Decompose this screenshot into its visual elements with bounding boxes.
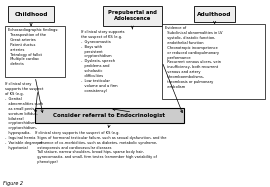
- Text: Echocardiographic findings:
  Transposition of the
  Great arteries
  Patent duc: Echocardiographic findings: Transpositio…: [8, 28, 59, 66]
- FancyBboxPatch shape: [35, 108, 184, 123]
- Text: Consider referral to Endocrinologist: Consider referral to Endocrinologist: [53, 114, 165, 118]
- Text: Prepubertal and
Adolescence: Prepubertal and Adolescence: [108, 10, 157, 21]
- FancyBboxPatch shape: [103, 6, 162, 26]
- FancyBboxPatch shape: [5, 26, 65, 77]
- FancyBboxPatch shape: [162, 24, 265, 99]
- Text: Evidence of
  Subclinical abnormalities in LV
  systolic, diastolic function,
  : Evidence of Subclinical abnormalities in…: [165, 26, 222, 89]
- Text: If clinical story
supports the suspect
of KS (e.g.
-  Genital
   abnormalities s: If clinical story supports the suspect o…: [5, 82, 44, 150]
- FancyBboxPatch shape: [194, 6, 235, 22]
- Text: Figure 2: Figure 2: [3, 181, 23, 186]
- Text: Adulthood: Adulthood: [197, 12, 232, 16]
- FancyBboxPatch shape: [8, 6, 54, 22]
- Text: If clinical story supports the suspect of KS (e.g.
  Signs of hormonal testicula: If clinical story supports the suspect o…: [35, 131, 167, 164]
- Text: Childhood: Childhood: [14, 12, 48, 16]
- Text: If clinical story supports
the suspect of KS (e.g.
-  Gynecomastia
-  Boys with
: If clinical story supports the suspect o…: [81, 30, 124, 93]
